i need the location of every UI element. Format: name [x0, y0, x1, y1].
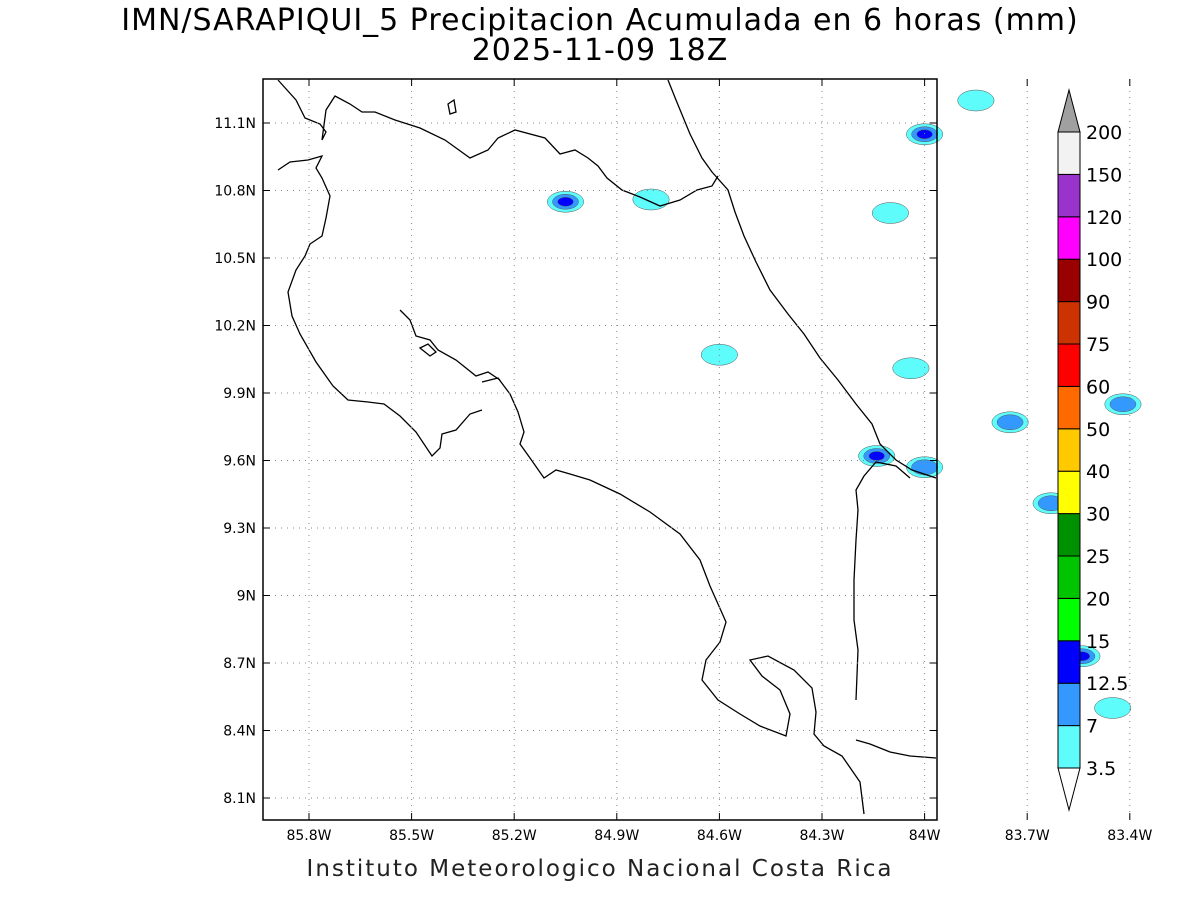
y-tick-label: 9N: [237, 589, 256, 605]
x-tick-label: 85.2W: [492, 828, 537, 844]
x-tick-label: 85.8W: [286, 828, 331, 844]
colorbar-box: [1057, 216, 1081, 260]
pacific-coast-north: [277, 154, 483, 458]
precip-cell: [700, 344, 738, 366]
colorbar-box: [1057, 428, 1081, 472]
precip-cell: [557, 197, 574, 207]
map-date: 2025-11-09 18Z: [471, 33, 729, 68]
precip-cell: [632, 188, 670, 211]
lon-ticks: 85.8W 85.5W 85.2W 84.9W 84.6W 84.3W 84W 83.7W 83…: [286, 79, 1152, 844]
plot-border: [262, 78, 938, 821]
colorbar-label: 20: [1086, 588, 1110, 610]
x-tick-label: 83.7W: [1005, 828, 1050, 844]
nicaragua-border: [277, 79, 719, 207]
colorbar-label: 25: [1086, 546, 1110, 568]
y-tick-label: 8.7N: [223, 656, 256, 672]
y-tick-label: 8.4N: [223, 724, 256, 740]
colorbar-box: [1057, 725, 1081, 769]
colorbar-label: 100: [1086, 249, 1122, 271]
map-frame: [262, 78, 1131, 821]
north-island: [447, 98, 457, 115]
colorbar-label: 3.5: [1086, 758, 1116, 780]
colorbar-box: [1057, 555, 1081, 599]
colorbar-box: [1057, 597, 1081, 642]
colorbar-box: [1057, 513, 1081, 557]
colorbar-legend: 3.5 7 12.5 15 20 25 30 40 50 60 75 90 100 120 150 200: [1057, 88, 1128, 812]
precip-cell: [916, 129, 933, 139]
precip-cell: [1109, 396, 1137, 412]
precip-cell: [1094, 697, 1132, 719]
colorbar-box: [1057, 343, 1081, 387]
colorbar-box: [1057, 131, 1081, 175]
colorbar-min-arrow: [1057, 767, 1081, 812]
pacific-coast-south: [481, 377, 865, 815]
x-tick-label: 84.3W: [799, 828, 844, 844]
precip-cell: [957, 89, 995, 112]
colorbar-box: [1057, 173, 1081, 218]
colorbar-label: 60: [1086, 376, 1110, 398]
y-tick-label: 9.6N: [223, 454, 256, 470]
colorbar-label: 7: [1086, 716, 1098, 738]
colorbar-label: 120: [1086, 207, 1122, 229]
y-tick-label: 9.9N: [223, 386, 256, 402]
panama-border: [853, 461, 911, 701]
colorbar-label: 40: [1086, 461, 1110, 483]
y-tick-label: 8.1N: [223, 791, 256, 807]
precip-cell: [892, 357, 930, 379]
precip-cell: [868, 451, 885, 461]
colorbar-label: 12.5: [1086, 673, 1128, 695]
panama-coast: [855, 739, 937, 759]
colorbar-label: 15: [1086, 631, 1110, 653]
colorbar-box: [1057, 682, 1081, 727]
lat-ticks: 11.1N 10.8N 10.5N 10.2N 9.9N 9.6N 9.3N 9N 8.7N 8.…: [214, 116, 937, 807]
colorbar-label: 200: [1086, 122, 1122, 144]
colorbar-label: 150: [1086, 164, 1122, 186]
colorbar-box: [1057, 640, 1081, 684]
precip-cell: [996, 414, 1024, 430]
colorbar-max-arrow: [1057, 88, 1081, 133]
y-tick-label: 10.5N: [214, 251, 256, 267]
x-tick-label: 83.4W: [1107, 828, 1152, 844]
y-tick-label: 10.2N: [214, 319, 256, 335]
colorbar-label: 50: [1086, 419, 1110, 441]
caribbean-coast: [667, 79, 937, 479]
colorbar-box: [1057, 301, 1081, 345]
precip-cell: [911, 459, 938, 475]
y-tick-label: 10.8N: [214, 184, 256, 200]
precip-cell: [871, 202, 909, 224]
colorbar-label: 90: [1086, 292, 1110, 314]
institution-footer: Instituto Meteorologico Nacional Costa R…: [306, 856, 894, 882]
coastline: [277, 79, 937, 815]
colorbar-box: [1057, 258, 1081, 303]
x-tick-label: 85.5W: [389, 828, 434, 844]
nicoya-gulf: [399, 309, 501, 381]
colorbar-label: 30: [1086, 504, 1110, 526]
colorbar-box: [1057, 385, 1081, 430]
colorbar-box: [1057, 470, 1081, 515]
colorbar-label: 75: [1086, 334, 1110, 356]
y-tick-label: 9.3N: [223, 521, 256, 537]
lake-island: [418, 343, 438, 357]
y-tick-label: 11.1N: [214, 116, 256, 132]
x-tick-label: 84.9W: [594, 828, 639, 844]
map-title: IMN/SARAPIQUI_5 Precipitacion Acumulada …: [121, 3, 1079, 38]
x-tick-label: 84.6W: [697, 828, 742, 844]
x-tick-label: 84W: [909, 828, 941, 844]
